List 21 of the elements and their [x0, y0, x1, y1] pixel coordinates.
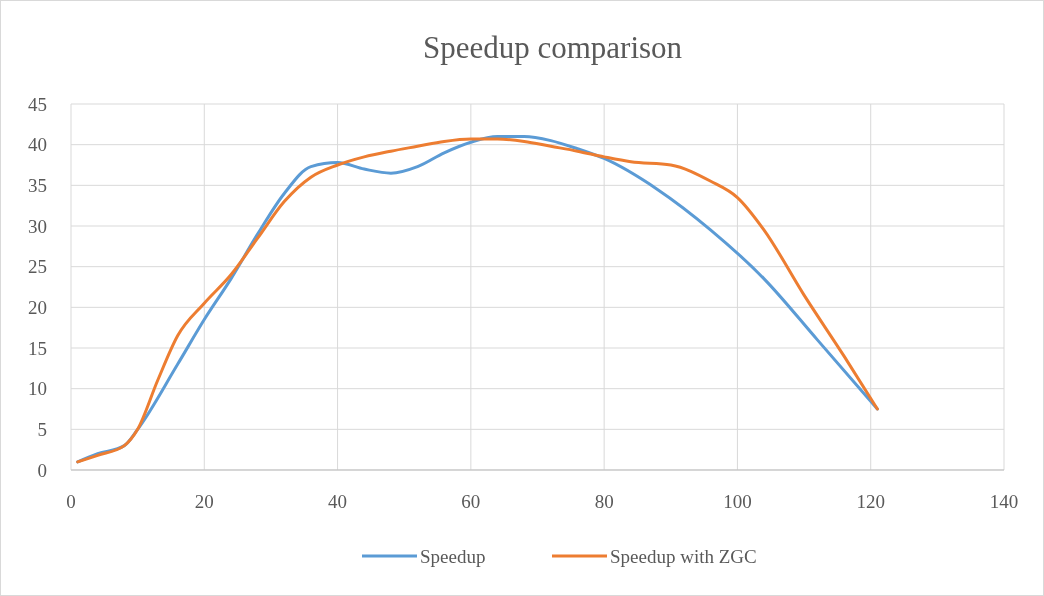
- x-tick-label: 80: [594, 491, 614, 512]
- legend-label: Speedup with ZGC: [610, 545, 757, 567]
- y-tick-label: 5: [37, 418, 47, 440]
- x-tick-label: 0: [66, 491, 76, 512]
- x-tick-label: 60: [461, 491, 481, 512]
- y-tick-label: 40: [28, 134, 47, 156]
- x-tick-label: 100: [723, 491, 752, 512]
- chart-title: Speedup comparison: [422, 30, 683, 65]
- x-tick-label: 40: [328, 491, 348, 512]
- y-tick-label: 45: [28, 93, 47, 115]
- y-tick-label: 15: [28, 337, 47, 359]
- x-tick-label: 140: [989, 491, 1019, 512]
- legend-label: Speedup: [420, 545, 486, 567]
- x-tick-label: 20: [194, 491, 214, 512]
- y-tick-label: 35: [28, 174, 47, 196]
- y-tick-label: 10: [28, 378, 47, 400]
- x-tick-label: 120: [856, 491, 885, 512]
- y-tick-label: 30: [28, 215, 47, 237]
- y-tick-label: 20: [28, 296, 47, 318]
- y-tick-label: 25: [28, 256, 47, 278]
- y-tick-label: 0: [37, 459, 47, 481]
